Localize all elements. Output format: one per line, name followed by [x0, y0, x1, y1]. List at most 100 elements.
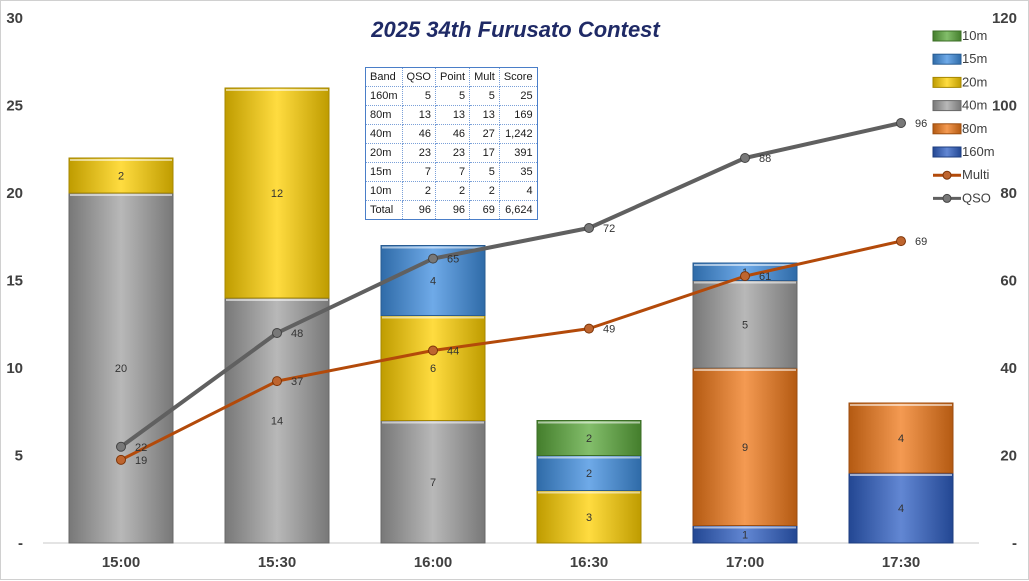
- score-table-cell: 5: [469, 162, 500, 182]
- score-table-body: 160m 5 5 5 25 80m 13 13 13 169 40m 46 46 27 1,242 20m 23…: [365, 86, 538, 220]
- bar-label-20m: 6: [430, 363, 436, 375]
- score-table-cell: 46: [434, 124, 471, 144]
- line-QSO: [119, 121, 902, 449]
- bar-160m-17:30: [848, 472, 954, 544]
- y-left-tick-label: 20: [6, 185, 23, 202]
- score-table-cell: Total: [365, 200, 403, 220]
- score-table-row: 40m 46 46 27 1,242: [365, 124, 538, 144]
- bar-label-40m: 7: [430, 477, 436, 489]
- score-table-cell: 13: [401, 105, 436, 125]
- x-tick-label: 15:30: [258, 554, 296, 571]
- x-tick-label: 15:00: [102, 554, 140, 571]
- bar-label-20m: 3: [586, 512, 592, 524]
- bar-highlight: [850, 474, 952, 476]
- bar-40m-15:30: [224, 297, 330, 544]
- score-table-row: Total 96 96 69 6,624: [365, 200, 538, 220]
- point-QSO: [428, 253, 438, 264]
- chart-title: 2025 34th Furusato Contest: [371, 17, 660, 42]
- point-QSO: [896, 118, 906, 128]
- y-right-tick-label: 100: [992, 98, 1017, 115]
- score-table-row: 10m 2 2 2 4: [365, 181, 538, 201]
- bar-40m-15:00: [68, 192, 174, 544]
- bar-highlight: [538, 421, 640, 424]
- legend-label-160m: 160m: [962, 144, 995, 159]
- x-tick-label: 17:30: [882, 554, 920, 571]
- legend-marker-QSO: [942, 193, 952, 203]
- bar-highlight: [382, 421, 484, 424]
- bar-40m-17:00: [692, 280, 798, 369]
- point-Multi: [116, 454, 126, 465]
- legend-label-40m: 40m: [962, 98, 987, 113]
- score-table-row: 80m 13 13 13 169: [365, 105, 538, 125]
- point-label-Multi: 44: [447, 346, 459, 358]
- score-table-cell: 6,624: [498, 200, 538, 220]
- point-label-QSO: 65: [447, 254, 459, 266]
- score-table-header-cell: Band: [365, 67, 403, 87]
- bar-label-160m: 1: [742, 529, 748, 541]
- score-table-cell: 96: [434, 200, 471, 220]
- score-table-cell: 10m: [365, 181, 403, 201]
- legend-label-QSO: QSO: [962, 190, 991, 205]
- y-right-tick-label: 20: [1000, 448, 1017, 465]
- bar-label-40m: 5: [742, 319, 748, 331]
- bar-label-160m: 4: [898, 503, 904, 515]
- bar-label-40m: 20: [115, 363, 127, 375]
- point-label-QSO: 22: [135, 442, 147, 454]
- bar-label-80m: 9: [742, 442, 748, 454]
- y-right-tick-label: 60: [1000, 273, 1017, 290]
- bar-highlight: [70, 194, 172, 196]
- line-Multi: [120, 239, 902, 462]
- bar-label-20m: 2: [118, 171, 124, 183]
- y-left-tick-label: 10: [6, 360, 23, 377]
- score-table-cell: 5: [401, 86, 436, 106]
- score-table-cell: 13: [469, 105, 500, 125]
- score-table-cell: 20m: [365, 143, 403, 163]
- score-table-cell: 7: [434, 162, 471, 182]
- score-table-cell: 7: [401, 162, 436, 182]
- legend-swatch-15m: [932, 53, 962, 65]
- y-left-tick-label: -: [18, 535, 23, 552]
- bar-10m-16:30: [536, 420, 642, 456]
- bar-highlight: [382, 246, 484, 249]
- score-table-cell: 17: [469, 143, 500, 163]
- x-tick-label: 16:30: [570, 554, 608, 571]
- score-table-cell: 25: [498, 86, 538, 106]
- point-label-Multi: 37: [291, 376, 303, 388]
- bar-15m-16:30: [536, 455, 642, 491]
- point-label-QSO: 72: [603, 223, 615, 235]
- bar-highlight: [694, 369, 796, 371]
- point-label-Multi: 19: [135, 455, 147, 467]
- point-label-QSO: 96: [915, 118, 927, 130]
- legend-label-80m: 80m: [962, 121, 987, 136]
- bar-label-40m: 14: [271, 416, 283, 428]
- y-right-tick-label: -: [1012, 535, 1017, 552]
- score-table-cell: 1,242: [498, 124, 538, 144]
- bar-20m-16:00: [380, 315, 486, 421]
- bar-40m-16:00: [380, 420, 486, 544]
- bar-highlight: [694, 264, 796, 266]
- bar-highlight: [694, 526, 796, 529]
- score-table-header-cell: QSO: [401, 67, 436, 87]
- score-table-cell: 169: [498, 105, 538, 125]
- score-table-cell: 96: [401, 200, 436, 220]
- point-Multi: [428, 345, 438, 356]
- point-label-Multi: 49: [603, 324, 615, 336]
- score-table-cell: 69: [469, 200, 500, 220]
- y-right-tick-label: 80: [1000, 185, 1017, 202]
- score-table-header: Band QSO Point Mult Score: [365, 67, 538, 87]
- bar-label-15m: 2: [586, 468, 592, 480]
- bar-highlight: [382, 316, 484, 319]
- point-Multi: [896, 236, 906, 247]
- score-table-cell: 35: [498, 162, 538, 182]
- score-table-cell: 2: [469, 181, 500, 201]
- bar-highlight: [226, 89, 328, 91]
- bar-20m-15:00: [68, 157, 174, 194]
- score-table-cell: 5: [469, 86, 500, 106]
- score-table-cell: 23: [434, 143, 471, 163]
- legend-swatch-80m: [932, 123, 962, 135]
- legend-label-20m: 20m: [962, 74, 987, 89]
- score-table-cell: 23: [401, 143, 436, 163]
- score-table-cell: 5: [434, 86, 471, 106]
- score-table-row: 160m 5 5 5 25: [365, 86, 538, 106]
